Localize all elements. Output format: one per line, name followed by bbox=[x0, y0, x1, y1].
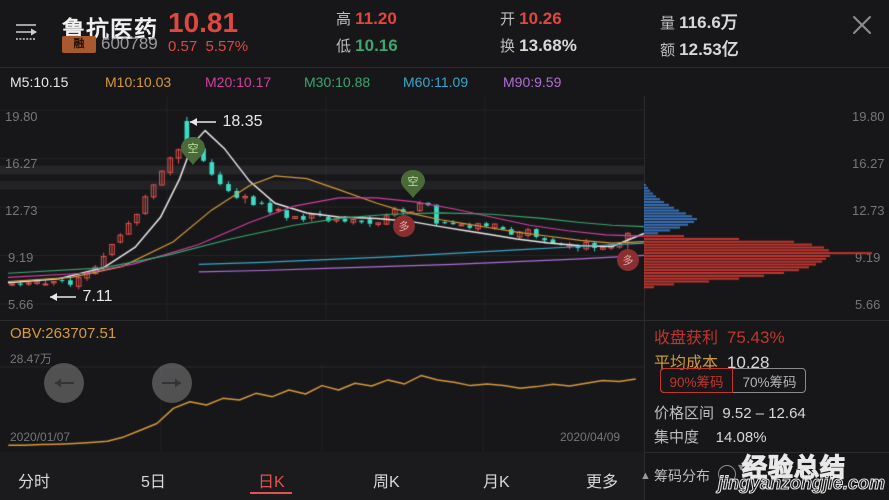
svg-text:空: 空 bbox=[188, 141, 199, 155]
svg-text:多: 多 bbox=[623, 253, 634, 267]
svg-text:多: 多 bbox=[399, 219, 410, 233]
svg-text:空: 空 bbox=[408, 174, 419, 188]
